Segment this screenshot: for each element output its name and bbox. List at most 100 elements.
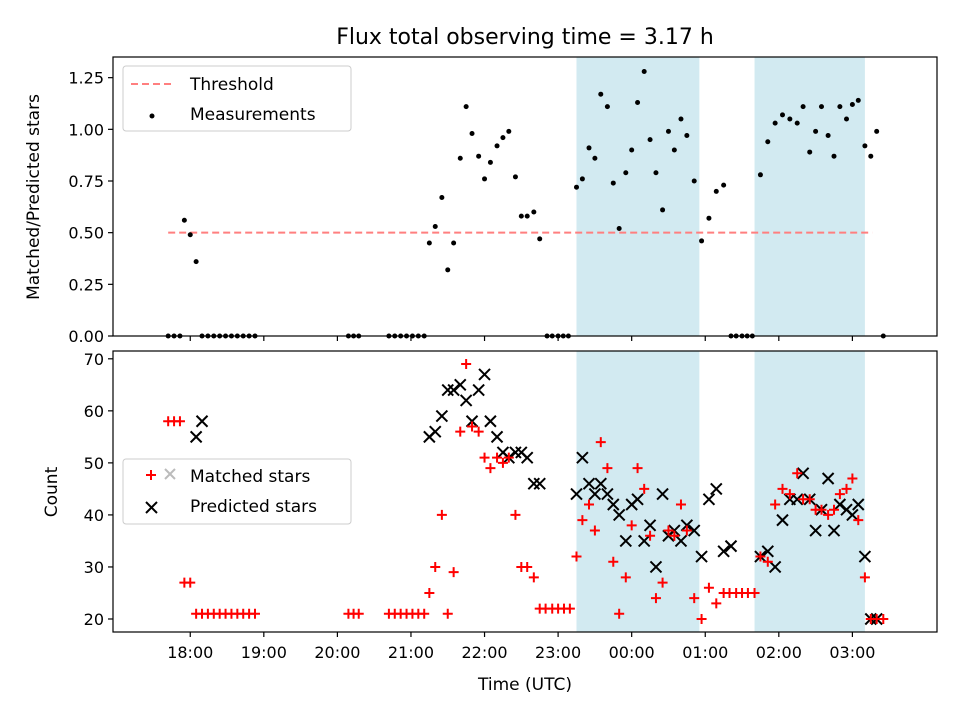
matched-star-point — [424, 587, 435, 598]
predicted-star-point — [447, 383, 460, 397]
matched-star-point — [878, 613, 889, 624]
count-y-tick-label: 70 — [84, 350, 104, 369]
predicted-star-point — [527, 477, 541, 490]
measurement-point — [586, 145, 592, 151]
matched-star-point — [510, 509, 521, 520]
measurement-point — [623, 170, 629, 176]
matched-star-point — [479, 452, 490, 463]
matched-star-point — [859, 572, 870, 583]
legend-predicted-label: Predicted stars — [190, 497, 317, 517]
predicted-star-point — [827, 524, 841, 537]
matched-star-point — [436, 509, 447, 520]
measurement-point — [713, 188, 719, 194]
matched-star-point — [689, 593, 700, 604]
measurement-point — [482, 176, 488, 182]
observing-window-shade — [576, 57, 700, 336]
count-panel: 20 30 40 50 60 70 18:00 19:00 20:00 21:00 22:00 23… — [42, 350, 938, 695]
predicted-star-point — [846, 508, 859, 522]
measurement-point — [641, 68, 647, 74]
measurement-point — [604, 104, 610, 110]
predicted-star-point — [852, 498, 865, 511]
matched-star-point — [777, 483, 788, 494]
matched-star-point — [461, 359, 472, 370]
x-tick-label: 01:00 — [682, 643, 728, 662]
predicted-star-point — [429, 425, 442, 438]
measurement-point — [684, 133, 690, 139]
predicted-star-point — [649, 560, 663, 574]
predicted-star-point — [809, 524, 822, 537]
measurement-point — [660, 207, 666, 213]
x-tick-label: 03:00 — [829, 643, 875, 662]
measurement-point — [487, 159, 493, 165]
matched-star-point — [755, 551, 766, 562]
measurement-point — [849, 102, 855, 108]
matched-star-point — [503, 452, 514, 463]
predicted-star-point — [189, 430, 203, 444]
matched-star-point — [589, 525, 600, 536]
matched-star-point — [626, 520, 637, 531]
predicted-star-point — [796, 467, 810, 480]
measurement-point — [616, 226, 622, 232]
predicted-star-point — [858, 550, 872, 563]
predicted-star-point — [768, 560, 782, 574]
x-tick-label: 20:00 — [314, 643, 360, 662]
x-tick-label: 22:00 — [461, 643, 507, 662]
matched-star-point — [419, 608, 430, 619]
measurement-point — [629, 147, 635, 153]
matched-star-point — [473, 426, 484, 437]
measurement-point — [825, 133, 831, 139]
matched-star-point — [632, 463, 643, 474]
measurement-point — [537, 236, 543, 242]
matched-star-point — [770, 499, 781, 510]
predicted-star-point — [533, 477, 546, 490]
measurement-point — [598, 91, 604, 97]
matched-star-point — [455, 426, 466, 437]
measurement-point — [476, 153, 482, 159]
measurement-point — [706, 215, 712, 221]
measurement-point — [780, 112, 785, 118]
measurement-point — [721, 182, 727, 188]
matched-star-point — [571, 551, 582, 562]
observing-window-shade — [754, 57, 865, 336]
measurement-point — [874, 128, 880, 134]
measurement-point — [512, 174, 518, 180]
ratio-panel: 0.00 0.25 0.50 0.75 1.00 1.25 Matched/Predict… — [24, 56, 938, 346]
matched-star-point — [522, 561, 533, 572]
measurement-point — [653, 170, 659, 176]
count-panel-frame — [112, 350, 938, 633]
x-tick-label: 23:00 — [535, 643, 581, 662]
chart-title: Flux total observing time = 3.17 h — [336, 25, 714, 50]
x-tick-label: 21:00 — [388, 643, 434, 662]
predicted-star-point — [588, 487, 602, 501]
x-tick-label: 00:00 — [609, 643, 655, 662]
measurement-point — [610, 180, 616, 186]
measurement-point — [426, 240, 432, 246]
measurement-point — [574, 184, 579, 190]
x-tick-label: 18:00 — [167, 643, 213, 662]
count-y-tick-label: 50 — [84, 454, 104, 473]
matched-star-point — [792, 468, 803, 479]
legend-matched-marker — [146, 468, 176, 480]
measurement-point — [665, 128, 671, 134]
matched-star-point — [829, 504, 839, 515]
ratio-y-tick-label: 0.50 — [68, 224, 104, 243]
measurement-point — [818, 104, 824, 110]
matched-star-point — [485, 463, 496, 474]
measurement-point — [592, 155, 598, 161]
count-y-tick-label: 20 — [84, 610, 104, 629]
predicted-star-point — [695, 550, 708, 563]
matched-star-point — [442, 608, 453, 619]
legend-predicted-marker — [145, 501, 158, 514]
measurement-point — [457, 155, 463, 161]
matched-star-point — [353, 608, 364, 619]
count-legend: Matched stars Predicted stars — [122, 458, 352, 525]
matched-star-point — [762, 556, 773, 567]
predicted-star-point — [688, 524, 701, 537]
matched-star-point — [602, 463, 613, 474]
measurement-point — [193, 259, 199, 265]
predicted-star-point — [702, 493, 716, 506]
predicted-star-point — [821, 472, 835, 485]
measurement-point — [868, 153, 874, 159]
measurement-point — [439, 195, 445, 201]
